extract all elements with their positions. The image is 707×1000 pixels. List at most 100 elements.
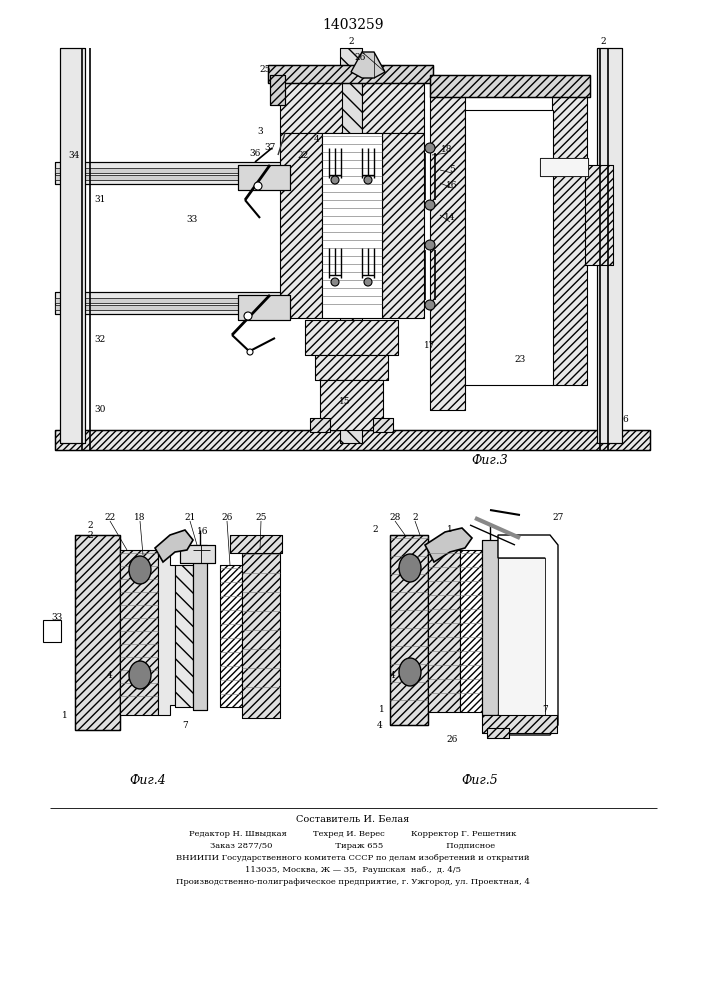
Bar: [460, 550, 482, 712]
Bar: [482, 540, 498, 715]
Text: 4: 4: [390, 670, 396, 680]
Bar: [315, 355, 388, 380]
Bar: [373, 418, 393, 432]
Bar: [460, 550, 482, 712]
Text: 26: 26: [221, 514, 233, 522]
Polygon shape: [155, 530, 193, 562]
Text: 7: 7: [542, 706, 548, 714]
Bar: [43, 620, 61, 642]
Text: Фиг.5: Фиг.5: [462, 774, 498, 786]
Bar: [305, 320, 398, 355]
Text: 18: 18: [134, 514, 146, 522]
Ellipse shape: [129, 661, 151, 689]
Text: 18: 18: [441, 145, 452, 154]
Text: Редактор Н. Швыдкая          Техред И. Верес          Корректор Г. Решетник: Редактор Н. Швыдкая Техред И. Верес Корр…: [189, 830, 517, 838]
Text: 25: 25: [259, 66, 271, 75]
Text: 26: 26: [446, 736, 457, 744]
Bar: [180, 545, 215, 563]
Text: 17: 17: [424, 340, 436, 350]
Bar: [482, 715, 557, 733]
Bar: [220, 565, 242, 707]
Bar: [220, 565, 242, 707]
Circle shape: [364, 278, 372, 286]
Bar: [482, 540, 498, 715]
Circle shape: [247, 349, 253, 355]
Bar: [540, 158, 588, 176]
Bar: [280, 133, 322, 318]
Bar: [242, 550, 280, 718]
Text: 21: 21: [185, 514, 196, 522]
Text: Составитель И. Белая: Составитель И. Белая: [296, 816, 409, 824]
Bar: [242, 550, 280, 718]
Text: 2: 2: [87, 520, 93, 530]
Polygon shape: [498, 535, 558, 735]
Bar: [55, 162, 290, 184]
Text: 1: 1: [379, 706, 385, 714]
Text: 33: 33: [187, 216, 198, 225]
Text: 3: 3: [257, 127, 263, 136]
Bar: [55, 162, 290, 184]
Bar: [55, 298, 290, 303]
Bar: [238, 165, 290, 190]
Text: Производственно-полиграфическое предприятие, г. Ужгород, ул. Проектная, 4: Производственно-полиграфическое предприя…: [176, 878, 530, 886]
Bar: [230, 535, 282, 553]
Bar: [175, 565, 193, 707]
Text: 15: 15: [339, 397, 351, 406]
Text: 16: 16: [197, 528, 209, 536]
Bar: [270, 75, 285, 105]
Ellipse shape: [399, 658, 421, 686]
Text: 5: 5: [449, 165, 455, 174]
Bar: [280, 133, 322, 318]
Text: 2: 2: [87, 530, 93, 540]
Bar: [362, 75, 424, 133]
Bar: [487, 728, 509, 738]
Bar: [75, 535, 120, 730]
Bar: [382, 133, 424, 318]
Circle shape: [425, 143, 435, 153]
Text: Заказ 2877/50                        Тираж 655                        Подписное: Заказ 2877/50 Тираж 655 Подписное: [211, 842, 496, 850]
Bar: [175, 565, 193, 707]
Bar: [320, 380, 383, 430]
Bar: [552, 95, 587, 385]
Bar: [55, 292, 290, 314]
Polygon shape: [158, 550, 175, 715]
Text: ВНИИПИ Государственного комитета СССР по делам изобретений и открытий: ВНИИПИ Государственного комитета СССР по…: [176, 854, 530, 862]
Text: 36: 36: [250, 148, 261, 157]
Text: 4: 4: [107, 670, 113, 680]
Bar: [193, 545, 207, 710]
Bar: [498, 558, 545, 715]
Circle shape: [244, 312, 252, 320]
Text: 31: 31: [94, 196, 105, 205]
Text: 26: 26: [354, 53, 366, 62]
Bar: [430, 75, 590, 97]
Bar: [430, 95, 465, 410]
Bar: [120, 550, 158, 715]
Text: 23: 23: [515, 356, 525, 364]
Bar: [55, 305, 290, 310]
Bar: [55, 168, 290, 173]
Bar: [390, 535, 428, 725]
Bar: [280, 75, 342, 133]
Text: 4: 4: [377, 720, 383, 730]
Bar: [55, 430, 650, 450]
Text: 22: 22: [298, 150, 309, 159]
Circle shape: [425, 200, 435, 210]
Text: 113035, Москва, Ж — 35,  Раушская  наб.,  д. 4/5: 113035, Москва, Ж — 35, Раушская наб., д…: [245, 866, 461, 874]
Text: 33: 33: [52, 613, 63, 622]
Bar: [280, 75, 342, 133]
Text: 37: 37: [264, 143, 276, 152]
Text: 14: 14: [444, 214, 456, 223]
Bar: [482, 715, 557, 733]
Bar: [390, 535, 428, 725]
Circle shape: [425, 240, 435, 250]
Bar: [60, 48, 85, 443]
Bar: [120, 550, 158, 715]
Bar: [428, 550, 460, 712]
Bar: [430, 95, 465, 410]
Bar: [430, 75, 590, 97]
Bar: [55, 430, 650, 450]
Bar: [238, 295, 290, 320]
Bar: [373, 418, 393, 432]
Text: 6: 6: [622, 416, 628, 424]
Polygon shape: [351, 52, 385, 78]
